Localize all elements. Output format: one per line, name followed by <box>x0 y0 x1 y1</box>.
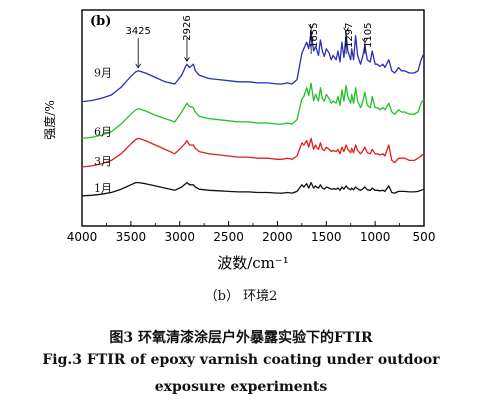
series-line-2 <box>81 137 425 168</box>
peak-label-1655: 1655 <box>309 23 320 48</box>
x-tick-label-500: 500 <box>413 230 436 244</box>
series-line-3 <box>81 181 425 197</box>
series-label-0: 9月 <box>94 67 112 80</box>
series-label-3: 1月 <box>94 182 112 195</box>
subfigure-caption: （b） 环境2 <box>204 289 278 304</box>
series-layer: 9月 6月 3月 1月 <box>81 30 425 197</box>
ftir-chart: 9月 6月 3月 1月 3425 2926 1655 1297 1105 4000 3500 30… <box>42 9 436 272</box>
series-label-2: 3月 <box>94 155 112 168</box>
peak-arrowhead-2926 <box>184 56 190 62</box>
figure-title-english-line1: Fig.3 FTIR of epoxy varnish coating unde… <box>42 352 440 368</box>
series-line-1 <box>81 82 425 140</box>
peak-label-1297: 1297 <box>344 23 355 48</box>
peak-label-1105: 1105 <box>363 23 374 48</box>
peak-arrowhead-1297 <box>343 27 349 33</box>
panel-label: (b) <box>90 14 111 29</box>
series-line-0 <box>81 30 425 103</box>
peak-label-2926: 2926 <box>182 15 193 40</box>
peak-arrowhead-1655 <box>308 23 314 29</box>
x-tick-label-2500: 2500 <box>213 230 244 244</box>
x-tick-layer: 4000 3500 3000 2500 2000 1500 1000 500 <box>67 221 436 244</box>
series-label-1: 6月 <box>94 125 112 138</box>
peak-marker-layer: 3425 2926 1655 1297 1105 <box>125 15 374 69</box>
peak-arrowhead-3425 <box>135 63 142 69</box>
peak-arrowhead-1105 <box>362 38 368 44</box>
x-tick-label-4000: 4000 <box>67 230 98 244</box>
figure-title-english-line2: exposure experiments <box>154 379 328 395</box>
y-axis-label: 强度/% <box>42 100 57 139</box>
x-axis-label: 波数/cm⁻¹ <box>217 254 289 272</box>
x-tick-label-3000: 3000 <box>164 230 195 244</box>
figure-title-chinese: 图3 环氧清漆涂层户外暴露实验下的FTIR <box>109 330 373 346</box>
peak-label-3425: 3425 <box>125 26 150 37</box>
x-tick-label-2000: 2000 <box>262 230 293 244</box>
x-tick-label-1000: 1000 <box>360 230 391 244</box>
x-tick-label-1500: 1500 <box>311 230 342 244</box>
x-tick-label-3500: 3500 <box>116 230 147 244</box>
